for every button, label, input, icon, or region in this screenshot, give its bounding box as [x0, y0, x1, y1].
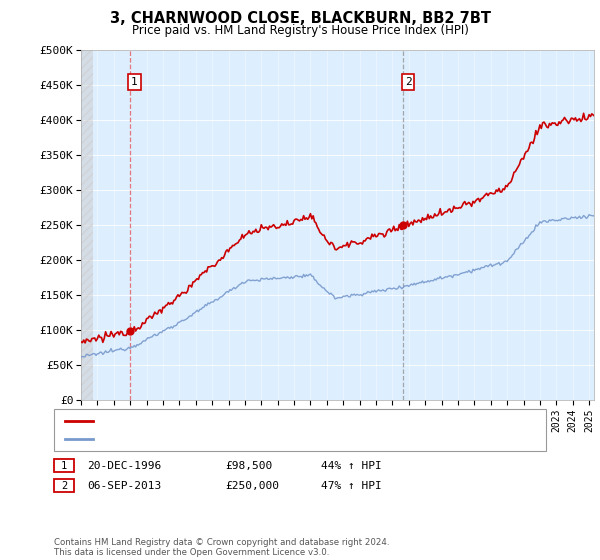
Text: 2: 2 [405, 77, 412, 87]
Text: 3, CHARNWOOD CLOSE, BLACKBURN, BB2 7BT (detached house): 3, CHARNWOOD CLOSE, BLACKBURN, BB2 7BT (… [98, 416, 442, 426]
Text: Price paid vs. HM Land Registry's House Price Index (HPI): Price paid vs. HM Land Registry's House … [131, 24, 469, 36]
Text: HPI: Average price, detached house, Blackburn with Darwen: HPI: Average price, detached house, Blac… [98, 434, 454, 444]
Text: 1: 1 [61, 461, 67, 471]
Text: 2: 2 [61, 480, 67, 491]
Text: 20-DEC-1996: 20-DEC-1996 [87, 461, 161, 471]
Bar [81, 50, 93, 400]
Text: Contains HM Land Registry data © Crown copyright and database right 2024.
This d: Contains HM Land Registry data © Crown c… [54, 538, 389, 557]
Text: 06-SEP-2013: 06-SEP-2013 [87, 480, 161, 491]
Text: 44% ↑ HPI: 44% ↑ HPI [321, 461, 382, 471]
Text: £98,500: £98,500 [225, 461, 272, 471]
Text: 3, CHARNWOOD CLOSE, BLACKBURN, BB2 7BT: 3, CHARNWOOD CLOSE, BLACKBURN, BB2 7BT [110, 11, 491, 26]
Text: 1: 1 [131, 77, 138, 87]
Text: £250,000: £250,000 [225, 480, 279, 491]
Text: 47% ↑ HPI: 47% ↑ HPI [321, 480, 382, 491]
